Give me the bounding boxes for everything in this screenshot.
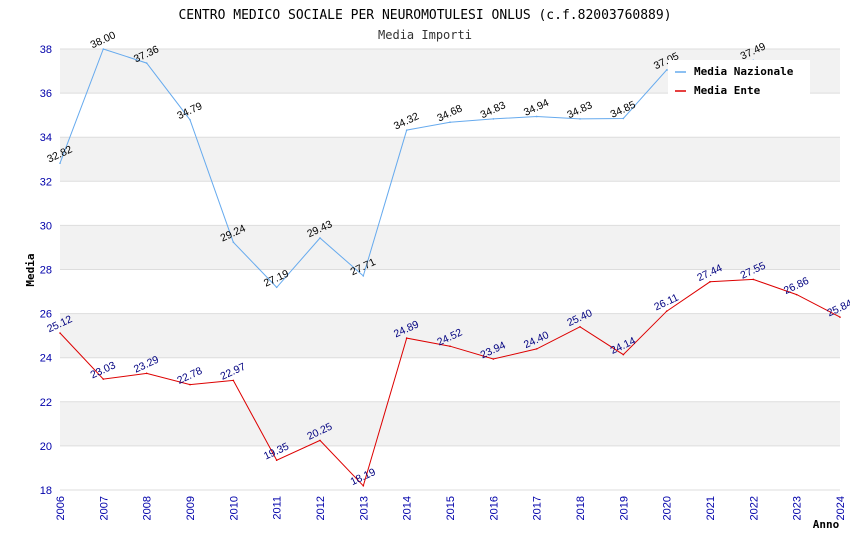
data-point (622, 353, 625, 356)
x-tick-label: 2017 (532, 496, 544, 520)
data-point (579, 326, 581, 328)
grid-bands (60, 49, 840, 490)
data-point (622, 117, 625, 120)
series-lines (59, 48, 841, 487)
data-point (492, 358, 495, 360)
grid-band (60, 181, 840, 226)
chart-subtitle: Media Importi (378, 28, 472, 42)
y-tick-label: 20 (40, 441, 52, 453)
x-axis-ticks: 2006 2007 2008 2009 2010 2011 2012 2013 2014 2015… (55, 496, 847, 520)
y-tick-label: 30 (40, 220, 52, 232)
grid-band (60, 445, 840, 490)
x-tick-label: 2016 (488, 496, 500, 520)
legend-box (668, 60, 810, 96)
data-point (59, 162, 61, 165)
data-point (59, 332, 61, 334)
x-tick-label: 2013 (358, 496, 370, 520)
x-tick-label: 2007 (98, 496, 110, 520)
x-tick-label: 2021 (705, 496, 717, 520)
y-tick-label: 28 (40, 265, 52, 277)
chart-title: CENTRO MEDICO SOCIALE PER NEUROMOTULESI … (178, 8, 671, 23)
x-tick-label: 2019 (618, 496, 630, 520)
x-tick-label: 2009 (185, 496, 197, 520)
data-point (665, 69, 668, 71)
data-point (319, 439, 321, 442)
x-tick-label: 2022 (748, 496, 760, 520)
data-point (232, 241, 235, 243)
x-tick-label: 2010 (228, 496, 240, 520)
y-tick-label: 38 (40, 44, 52, 56)
legend-entry-media-ente: Media Ente (694, 84, 761, 97)
x-tick-label: 2024 (835, 496, 847, 520)
data-point (189, 118, 191, 121)
data-point (449, 121, 451, 124)
data-point (102, 48, 105, 50)
grid-band (60, 313, 840, 358)
data-point (405, 129, 408, 131)
grid-band (60, 357, 840, 402)
data-point (145, 62, 148, 64)
data-point (535, 115, 538, 118)
legend-entry-media-nazionale: Media Nazionale (694, 65, 794, 78)
data-point (535, 348, 538, 350)
y-axis-ticks: 18 20 22 24 26 28 30 32 34 36 38 (40, 44, 52, 497)
data-point (319, 237, 321, 239)
data-label: 38.00 (89, 29, 118, 51)
data-point (145, 372, 148, 375)
data-point (709, 281, 711, 283)
data-point (492, 118, 495, 120)
data-point (275, 459, 278, 462)
grid-band (60, 225, 840, 270)
y-axis-label: Media (24, 253, 37, 286)
grid-band (60, 269, 840, 314)
y-tick-label: 26 (40, 309, 52, 321)
y-tick-label: 36 (40, 88, 52, 100)
data-point (579, 118, 581, 120)
y-tick-label: 32 (40, 176, 52, 188)
data-point (232, 379, 235, 382)
x-axis-label: Anno (813, 518, 840, 531)
x-tick-label: 2012 (315, 496, 327, 520)
data-point (189, 383, 191, 386)
data-point (839, 316, 841, 318)
data-point (752, 278, 755, 281)
data-point (102, 378, 105, 380)
data-point (449, 345, 451, 348)
x-tick-label: 2006 (55, 496, 67, 520)
grid-band (60, 137, 840, 182)
data-point (665, 310, 668, 312)
y-tick-label: 18 (40, 485, 52, 497)
data-point (405, 337, 408, 339)
data-point (362, 485, 365, 487)
y-tick-label: 22 (40, 397, 52, 409)
x-tick-label: 2014 (402, 496, 414, 520)
y-tick-label: 24 (40, 353, 52, 365)
x-tick-label: 2015 (445, 496, 457, 520)
x-tick-label: 2018 (575, 496, 587, 520)
grid-band (60, 93, 840, 138)
data-point (275, 286, 278, 289)
legend: Media Nazionale Media Ente (668, 60, 810, 97)
grid-lines (60, 48, 840, 491)
data-point (795, 293, 798, 296)
x-tick-label: 2011 (272, 496, 284, 520)
x-tick-label: 2008 (142, 496, 154, 520)
grid-band (60, 401, 840, 446)
y-tick-label: 34 (40, 132, 52, 144)
x-tick-label: 2023 (792, 496, 804, 520)
data-point (362, 275, 365, 277)
x-tick-label: 2020 (662, 496, 674, 520)
